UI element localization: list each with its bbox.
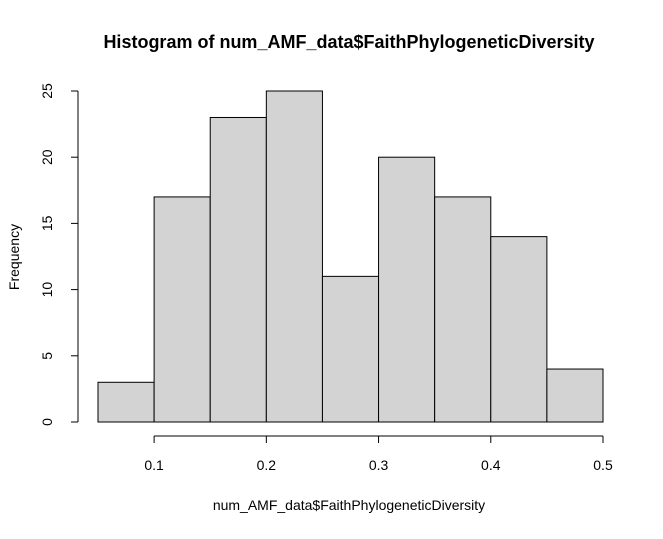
- x-tick-label-3: 0.4: [481, 457, 501, 473]
- histogram-bar-3: [265, 90, 323, 423]
- histogram-bar-1: [153, 196, 211, 423]
- chart-title: Histogram of num_AMF_data$FaithPhylogene…: [103, 32, 594, 52]
- y-axis-label: Frequency: [6, 224, 22, 290]
- histogram-bar-8: [546, 368, 604, 423]
- histogram-bar-7: [490, 236, 548, 423]
- histogram-bar-4: [321, 275, 380, 423]
- histogram-bar-2: [209, 116, 267, 423]
- y-tick-label-2: 10: [39, 282, 55, 298]
- x-tick-label-4: 0.5: [593, 457, 613, 473]
- y-tick-label-1: 5: [39, 352, 55, 360]
- x-axis-label: num_AMF_data$FaithPhylogeneticDiversity: [213, 497, 485, 513]
- x-axis: 0.1 0.2 0.3 0.4 0.5: [144, 435, 613, 473]
- histogram-bar-6: [434, 196, 492, 423]
- y-tick-label-5: 25: [39, 83, 55, 99]
- y-tick-label-3: 15: [39, 215, 55, 231]
- x-tick-label-0: 0.1: [144, 457, 164, 473]
- histogram-bar-0: [97, 381, 155, 423]
- histogram-bar-5: [378, 156, 436, 423]
- bars-group: [97, 90, 604, 423]
- x-tick-label-2: 0.3: [369, 457, 389, 473]
- y-tick-label-0: 0: [39, 418, 55, 426]
- y-axis: 0 5 10 15 20 25: [39, 83, 79, 426]
- x-tick-label-1: 0.2: [257, 457, 277, 473]
- y-tick-label-4: 20: [39, 149, 55, 165]
